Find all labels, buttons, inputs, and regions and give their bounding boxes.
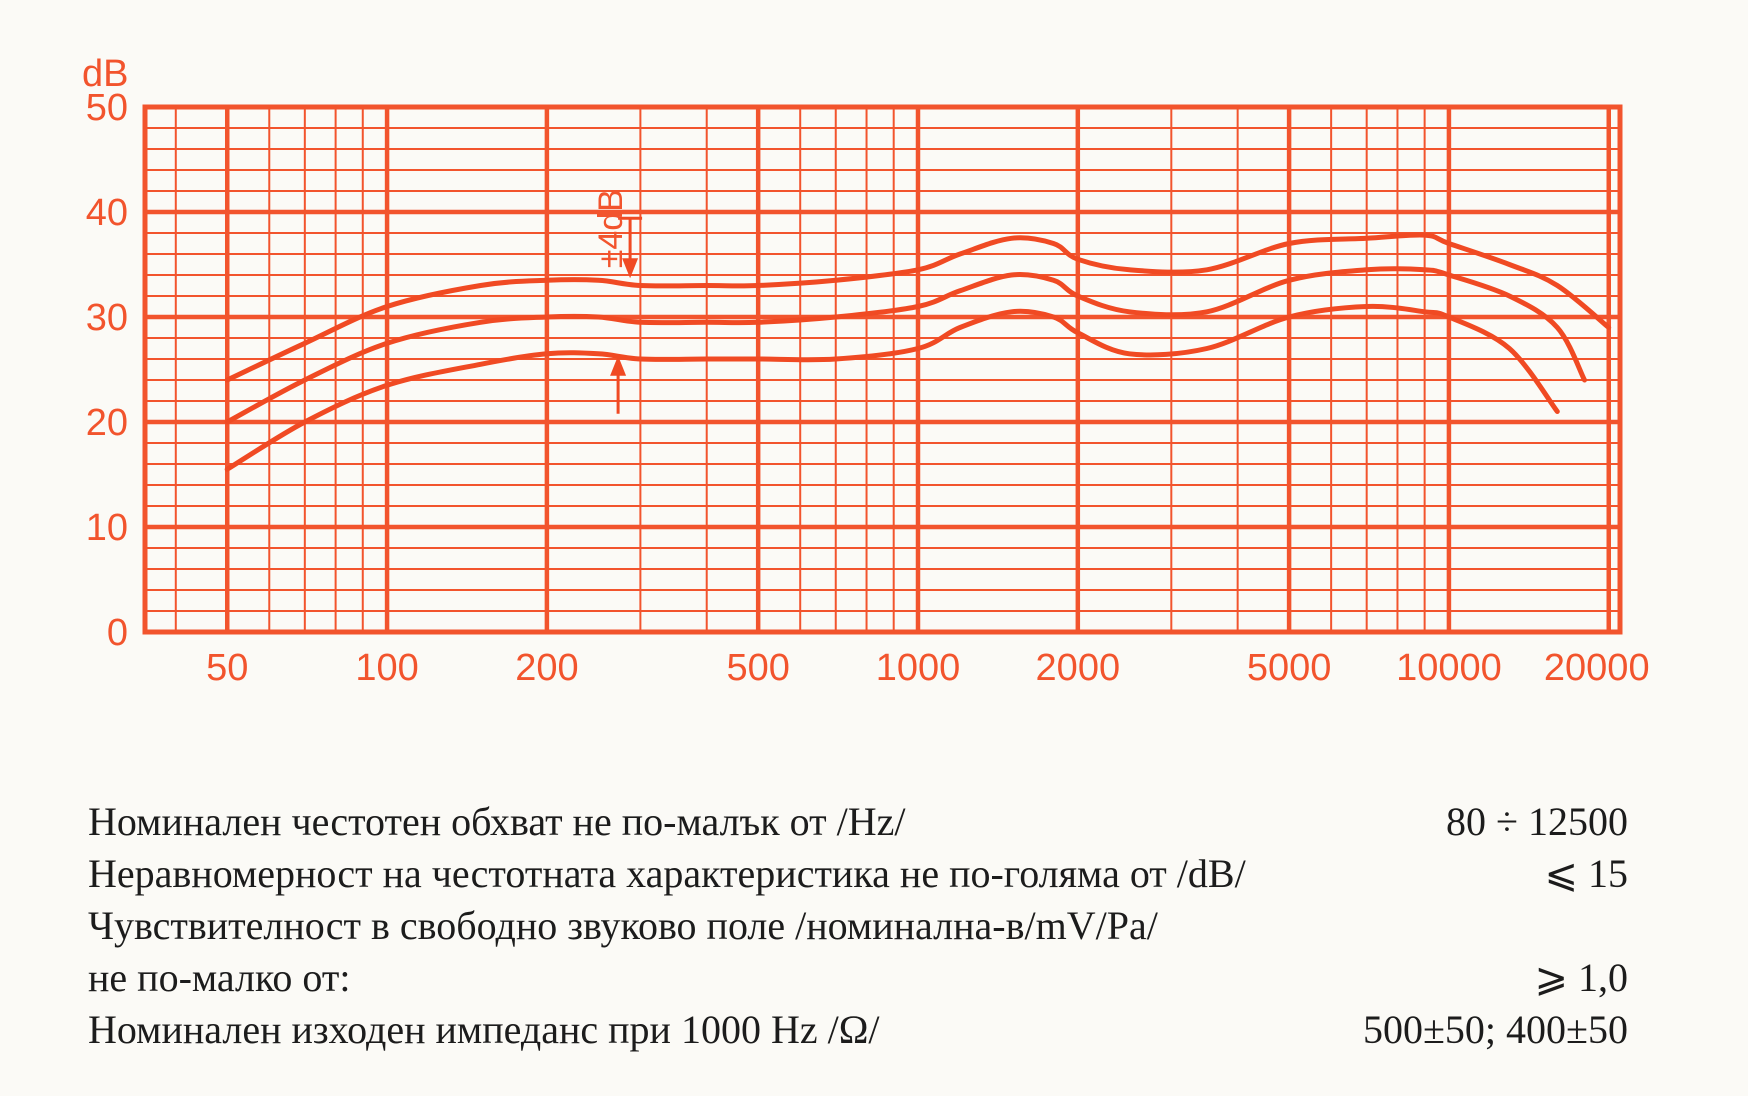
arrow-down-head [622,258,639,279]
x-tick-label: 10000 [1396,647,1502,689]
series-line [224,266,1587,425]
spec-row: Неравномерност на честотната характерист… [88,848,1628,900]
specifications-list: Номинален честотен обхват не по-малък от… [88,796,1628,1096]
spec-row: Чувствителност в свободно звуково поле /… [88,900,1628,952]
spec-label: Номинален честотен обхват не по-малък от… [88,799,906,844]
x-tick-label: 500 [726,647,789,689]
arrow-up-head [610,355,627,376]
y-tick-label: 50 [86,87,128,129]
spec-label: Неравномерност на честотната характерист… [88,851,1246,896]
y-tick-label: 20 [86,402,128,444]
y-tick-label: 10 [86,507,128,549]
chart-grid [142,104,1623,635]
chart-curves [224,232,1612,472]
spec-value: ⩽ 15 [1544,851,1628,896]
x-tick-label: 200 [515,647,578,689]
plot-frame [142,104,1623,635]
y-axis-label: dB [82,53,128,95]
spec-label: Номинален изходен импеданс при 1000 Hz /… [88,1007,880,1052]
x-tick-label: 1000 [876,647,961,689]
spec-value: ⩾ 1,0 [1534,955,1628,1000]
series-line [224,303,1560,472]
tolerance-label: ±4dB [592,189,630,268]
x-tick-label: 20000 [1544,647,1650,689]
x-tick-label: 100 [355,647,418,689]
spec-value: 500±50; 400±50 [1362,1007,1628,1052]
spec-label: не по-малко от: [88,955,351,1000]
y-tick-label: 40 [86,192,128,234]
x-tick-label: 2000 [1036,647,1121,689]
y-tick-label: 30 [86,297,128,339]
x-tick-label: 5000 [1247,647,1332,689]
y-tick-label: 0 [107,612,128,654]
spec-row [88,1056,1628,1096]
spec-label: Чувствителност в свободно звуково поле /… [88,903,1158,948]
series-line [224,232,1612,383]
spec-row: Номинален честотен обхват не по-малък от… [88,796,1628,848]
chart-tick-labels: 0 10 20 30 40 50 50 100 200 500 1000 2000 5000 10000 2… [82,53,1650,689]
spec-value: 80 ÷ 12500 [1446,799,1628,844]
x-tick-label: 50 [206,647,248,689]
frequency-response-chart: 0 10 20 30 40 50 50 100 200 500 1000 2000 5000 10000 2… [82,53,1650,689]
spec-row: не по-малко от: ⩾ 1,0 [88,952,1628,1004]
chart-annotation: ±4dB [592,189,643,414]
spec-row: Номинален изходен импеданс при 1000 Hz /… [88,1004,1628,1056]
